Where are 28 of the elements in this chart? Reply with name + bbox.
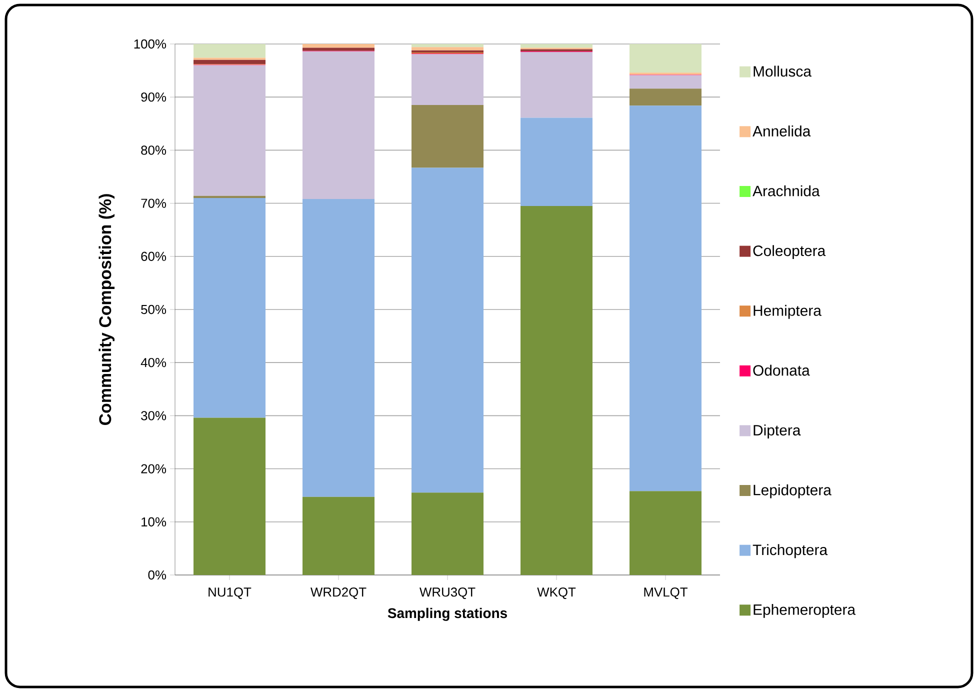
legend-label: Lepidoptera: [754, 484, 832, 498]
y-tick-label: 70%: [141, 198, 166, 208]
y-tick-label: 100%: [134, 39, 166, 49]
y-tick-label: 80%: [141, 146, 166, 155]
y-axis-title: Community Composition (%): [98, 194, 115, 425]
y-tick-label: 30%: [141, 411, 166, 420]
x-tick-label: MVLQT: [644, 588, 688, 599]
legend-label: Coleoptera: [753, 245, 826, 260]
y-tick-label: 10%: [142, 517, 166, 526]
legend-label: Diptera: [754, 424, 801, 438]
legend-label: Hemiptera: [754, 304, 822, 319]
x-tick-label: WKQT: [537, 588, 576, 599]
x-tick-label: NU1QT: [208, 588, 252, 599]
x-tick-label: WRD2QT: [310, 588, 366, 599]
legend-label: Annelida: [752, 126, 811, 136]
y-tick-label: 40%: [140, 358, 166, 368]
legend-label: Mollusca: [754, 66, 812, 77]
legend-label: Ephemeroptera: [754, 604, 856, 618]
y-tick-label: 50%: [141, 304, 166, 314]
x-tick-label: WRU3QT: [420, 588, 476, 599]
legend-label: Odonata: [753, 364, 810, 376]
y-tick-label: 0%: [148, 570, 166, 580]
legend-label: Arachnida: [752, 185, 820, 196]
x-axis-title: Sampling stations: [388, 608, 507, 621]
y-tick-label: 20%: [141, 464, 166, 474]
y-tick-label: 60%: [141, 252, 166, 261]
y-tick-label: 90%: [141, 92, 166, 102]
legend-label: Trichoptera: [752, 544, 828, 558]
